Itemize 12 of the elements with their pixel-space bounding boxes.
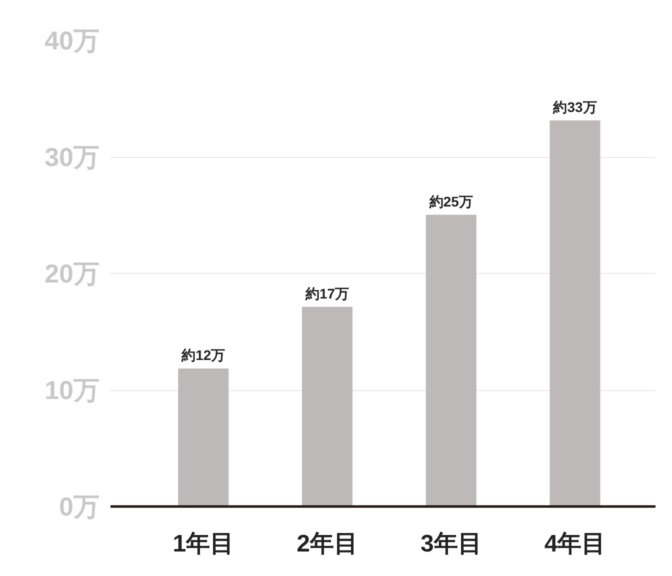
bar [550,120,600,506]
bar [302,306,353,506]
data-label: 約33万 [552,98,597,115]
data-label: 約25万 [428,193,473,210]
data-label: 約17万 [304,285,350,302]
x-tick-label: 1年目 [172,530,234,558]
x-tick-label: 2年目 [296,530,358,558]
bar [178,368,229,506]
x-tick-label: 4年目 [544,530,606,558]
data-label: 約12万 [180,347,226,364]
x-tick-label: 3年目 [420,530,482,558]
bar [426,214,476,506]
